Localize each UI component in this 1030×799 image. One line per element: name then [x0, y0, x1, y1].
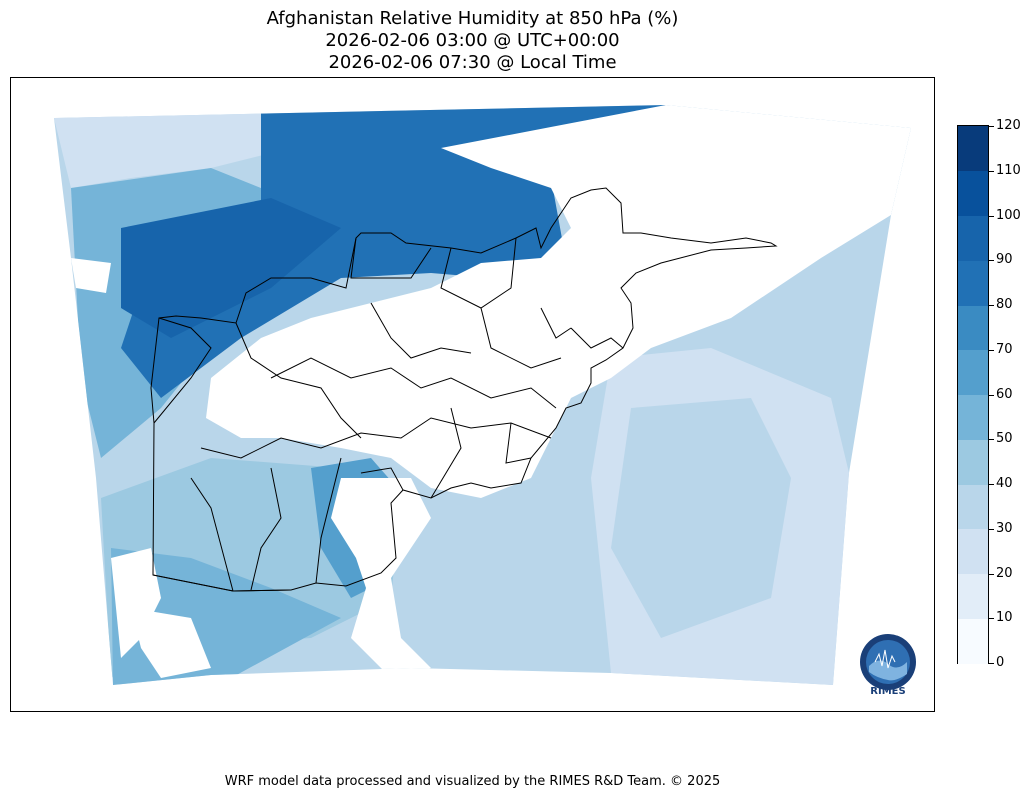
colorbar-tick-label: 0 [996, 655, 1005, 670]
colorbar [957, 125, 989, 664]
colorbar-segment [958, 528, 988, 574]
colorbar-segment [958, 305, 988, 351]
map-title-line-1: Afghanistan Relative Humidity at 850 hPa… [266, 8, 679, 29]
field-dry-patch-sw2 [131, 608, 211, 678]
logo-name: RIMES [870, 686, 906, 697]
colorbar-segment [958, 439, 988, 485]
field-dry-region-north-east [206, 105, 911, 498]
field-dry-patch-sw [111, 548, 161, 658]
colorbar-tick [989, 395, 994, 396]
province-line-2 [235, 322, 362, 439]
colorbar-tick [989, 126, 994, 127]
colorbar-tick-label: 100 [996, 208, 1021, 223]
province-line-1 [153, 317, 212, 424]
colorbar-segment [958, 349, 988, 395]
colorbar-segment [958, 260, 988, 306]
colorbar-tick [989, 618, 994, 619]
province-line-14 [540, 307, 572, 339]
colorbar-tick-label: 10 [996, 610, 1013, 625]
colorbar-tick-label: 20 [996, 566, 1013, 581]
province-line-15 [480, 307, 562, 369]
province-line-9 [315, 457, 342, 584]
field-dry-region-south [331, 478, 431, 678]
colorbar-tick-label: 40 [996, 476, 1013, 491]
colorbar-tick-label: 50 [996, 431, 1013, 446]
colorbar-segment [958, 484, 988, 530]
colorbar-segment [958, 170, 988, 216]
country-outline [150, 187, 778, 592]
colorbar-segment [958, 394, 988, 440]
logo-seismic-line [874, 649, 896, 669]
colorbar-tick [989, 260, 994, 261]
colorbar-tick [989, 305, 994, 306]
province-line-6 [200, 417, 552, 459]
colorbar-segment [958, 618, 988, 664]
map-title-line-3: 2026-02-06 07:30 @ Local Time [328, 52, 617, 73]
colorbar-segment [958, 215, 988, 261]
field-east-mid [611, 398, 791, 638]
colorbar-tick-label: 90 [996, 252, 1013, 267]
province-line-17 [152, 574, 292, 592]
colorbar-tick [989, 574, 994, 575]
colorbar-tick [989, 484, 994, 485]
colorbar-tick-label: 120 [996, 118, 1021, 133]
province-line-16 [370, 302, 472, 359]
humidity-map [54, 105, 911, 685]
colorbar-tick [989, 529, 994, 530]
colorbar-tick-label: 70 [996, 342, 1013, 357]
colorbar-tick [989, 663, 994, 664]
colorbar-segment [958, 126, 988, 172]
province-line-11 [430, 407, 462, 499]
field-north-darker [121, 198, 341, 338]
footer-credit: WRF model data processed and visualized … [224, 774, 721, 789]
colorbar-tick-label: 110 [996, 163, 1021, 178]
field-nw-light [54, 108, 291, 188]
province-boundaries [150, 187, 778, 592]
province-line-7 [190, 477, 234, 592]
rimes-logo [860, 634, 916, 690]
province-line-13 [570, 327, 624, 349]
map-title-line-2: 2026-02-06 03:00 @ UTC+00:00 [325, 30, 620, 51]
province-line-3 [350, 237, 432, 279]
colorbar-tick-label: 80 [996, 297, 1013, 312]
colorbar-tick-label: 60 [996, 387, 1013, 402]
province-line-12 [505, 422, 532, 464]
colorbar-tick [989, 350, 994, 351]
colorbar-tick [989, 171, 994, 172]
colorbar-segment [958, 573, 988, 619]
map-panel [10, 77, 935, 712]
province-line-5 [270, 357, 557, 409]
logo-wave [869, 660, 907, 681]
colorbar-tick [989, 439, 994, 440]
province-line-8 [250, 467, 282, 591]
field-dry-patch-w [71, 258, 111, 293]
colorbar-tick [989, 216, 994, 217]
humidity-field [54, 105, 911, 685]
province-line-10 [360, 467, 404, 491]
colorbar-tick-label: 30 [996, 521, 1013, 536]
